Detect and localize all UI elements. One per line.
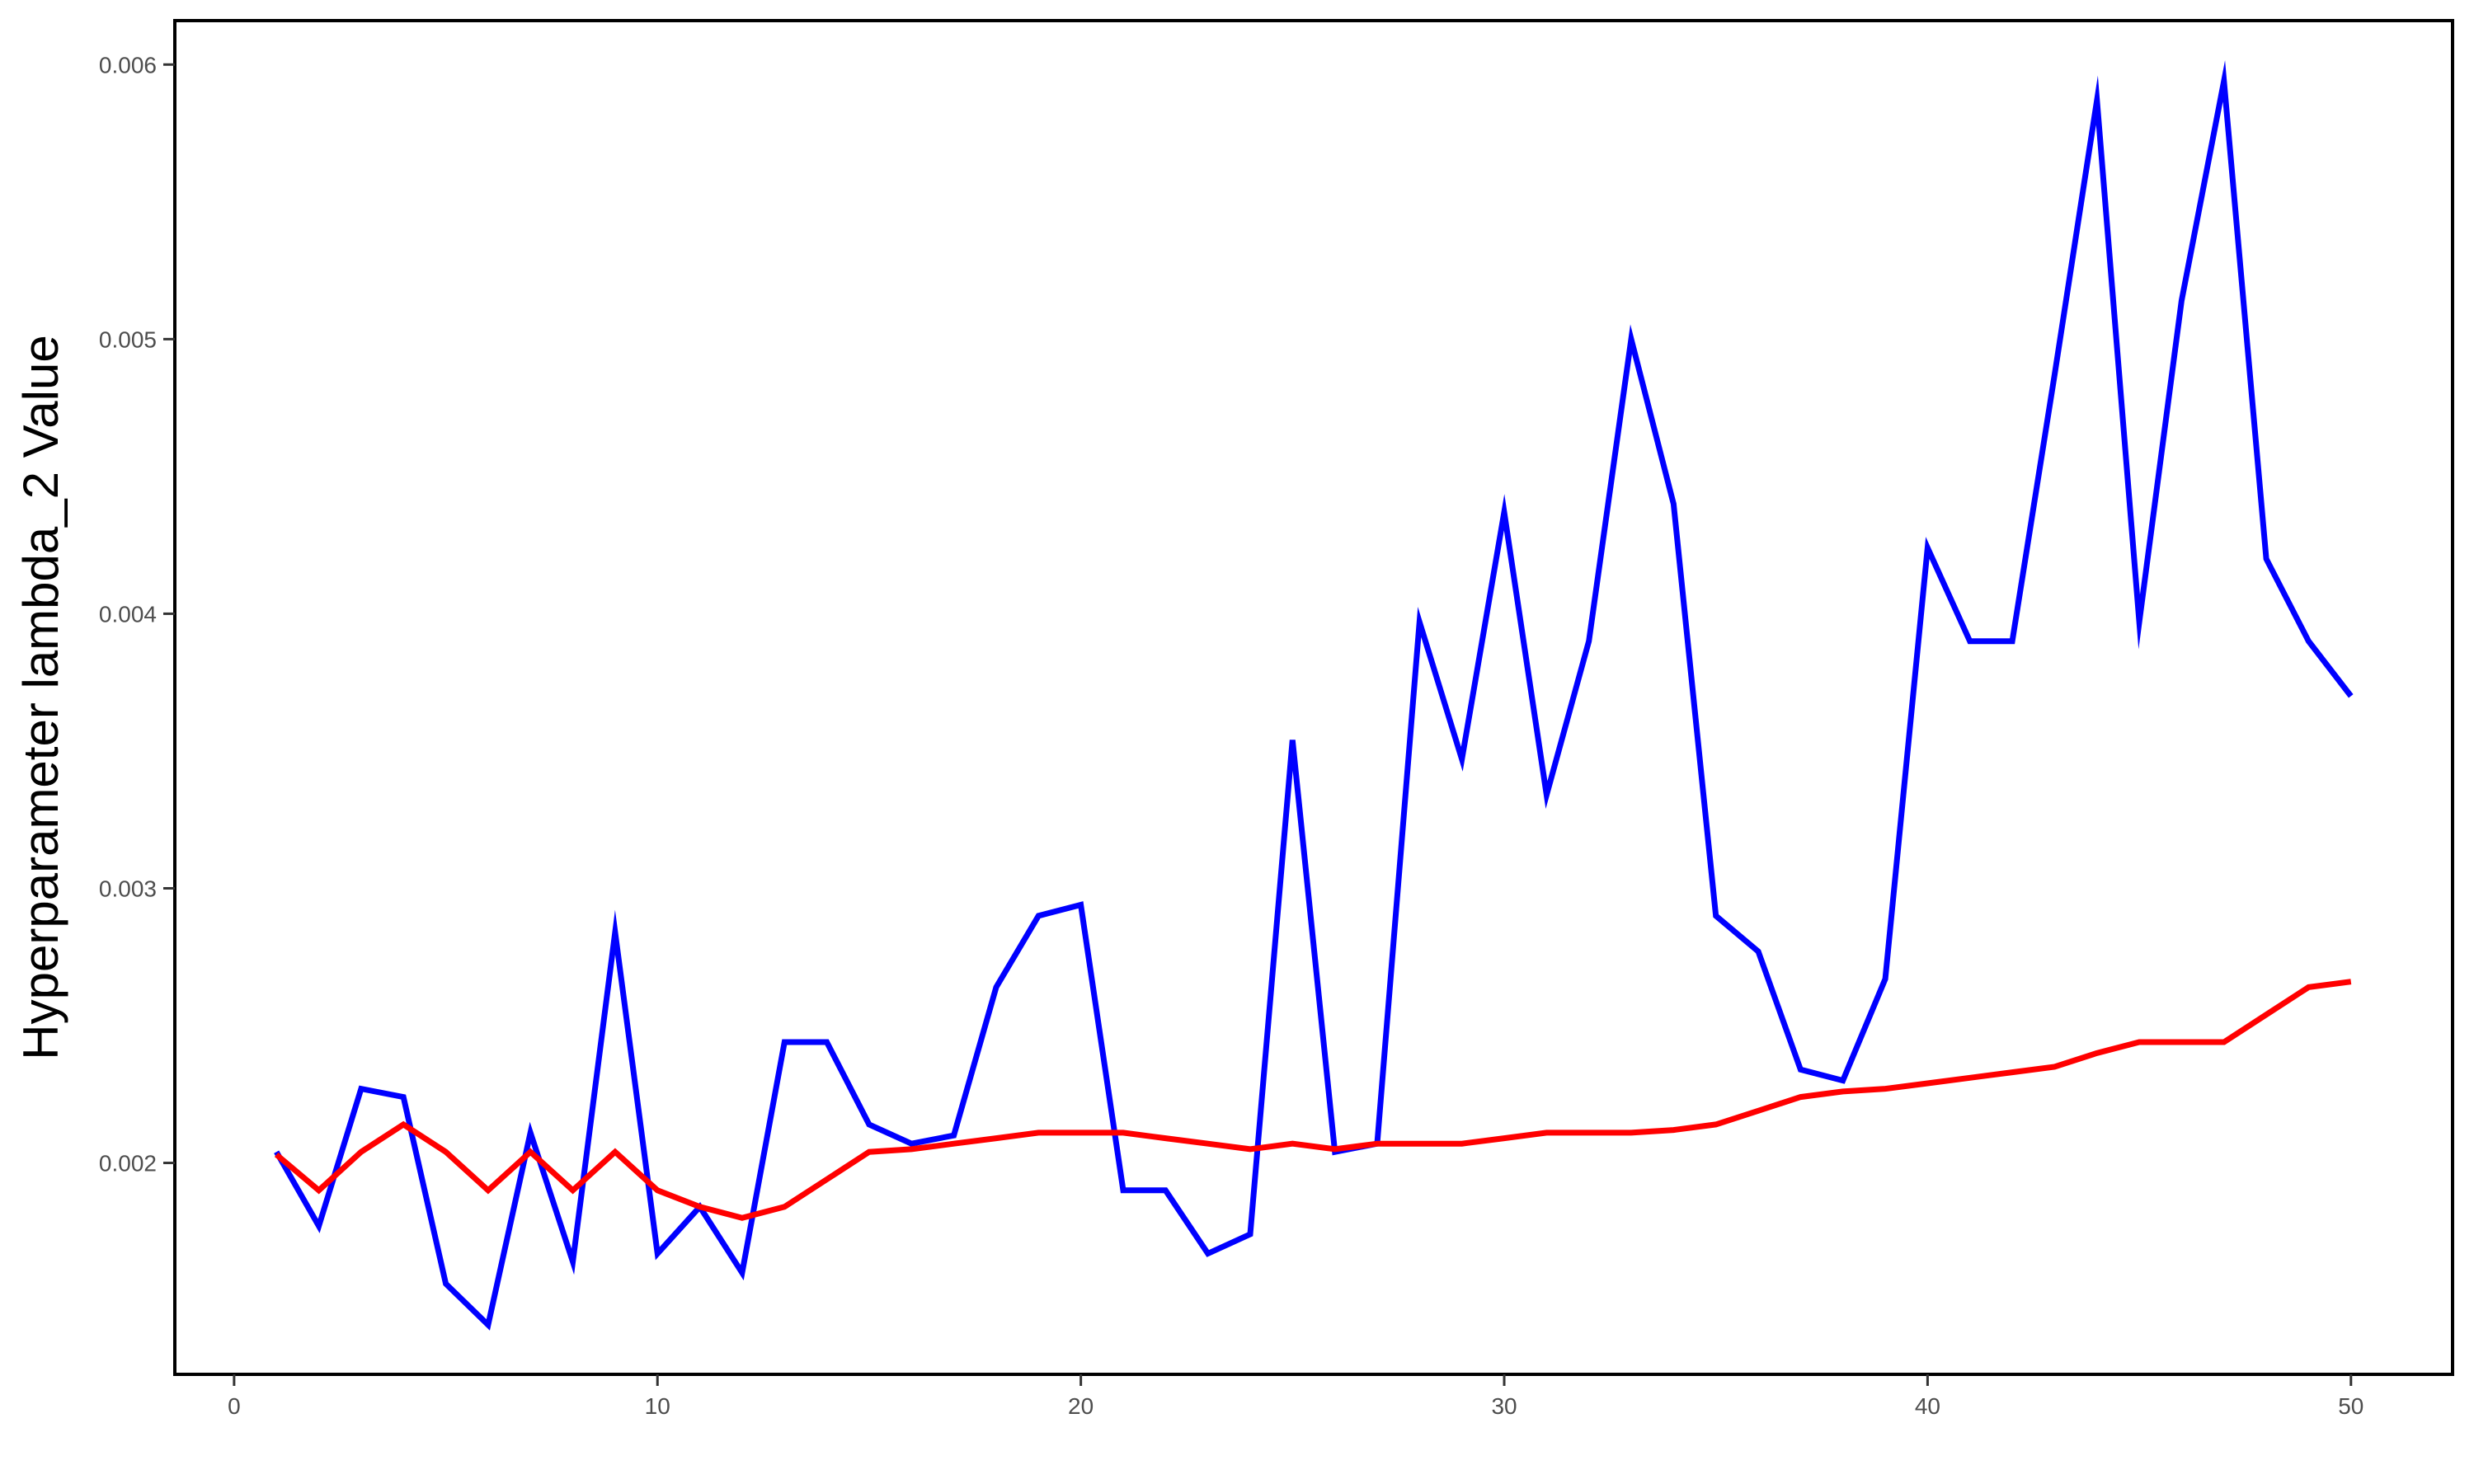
x-tick-label: 50: [2338, 1393, 2363, 1419]
y-tick-label: 0.003: [99, 876, 157, 901]
y-tick-label: 0.005: [99, 326, 157, 352]
x-axis: 0 10 20 30 40 50: [228, 1374, 2363, 1419]
y-tick-label: 0.004: [99, 601, 157, 627]
x-tick-label: 10: [645, 1393, 670, 1419]
y-tick-label: 0.006: [99, 52, 157, 77]
y-axis-title: Hyperparameter lambda_2 Value: [13, 335, 68, 1059]
x-tick-label: 0: [228, 1393, 241, 1419]
x-tick-label: 40: [1915, 1393, 1940, 1419]
plot-panel-border: [173, 19, 2454, 1376]
series-layer: [274, 60, 2354, 1331]
y-axis: 0.002 0.003 0.004 0.005 0.006: [99, 52, 175, 1176]
series-2-line: [274, 979, 2352, 1221]
x-tick-label: 30: [1491, 1393, 1517, 1419]
y-tick-label: 0.002: [99, 1151, 157, 1176]
x-tick-label: 20: [1068, 1393, 1094, 1419]
series-1-line: [274, 60, 2354, 1331]
